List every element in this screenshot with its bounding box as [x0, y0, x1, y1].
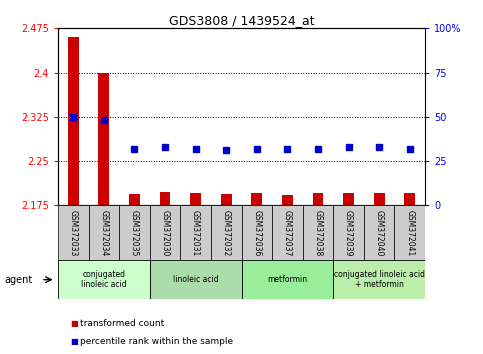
Bar [313, 193, 323, 205]
Text: linoleic acid: linoleic acid [173, 275, 218, 284]
Bar [211, 205, 242, 260]
Text: GSM372041: GSM372041 [405, 210, 414, 256]
Bar [119, 205, 150, 260]
Bar [404, 193, 415, 205]
Text: GSM372035: GSM372035 [130, 210, 139, 256]
Bar [99, 73, 109, 205]
Title: GDS3808 / 1439524_at: GDS3808 / 1439524_at [169, 14, 314, 27]
Bar [242, 260, 333, 299]
Bar [68, 37, 79, 205]
Text: metformin: metformin [267, 275, 308, 284]
Text: GSM372034: GSM372034 [99, 210, 108, 256]
Text: GSM372030: GSM372030 [160, 210, 170, 256]
Bar [395, 205, 425, 260]
Bar [180, 205, 211, 260]
Bar [343, 193, 354, 205]
Bar [303, 205, 333, 260]
Text: GSM372038: GSM372038 [313, 210, 323, 256]
Text: GSM372031: GSM372031 [191, 210, 200, 256]
Bar [150, 260, 242, 299]
Bar [88, 205, 119, 260]
Text: GSM372037: GSM372037 [283, 210, 292, 256]
Text: GSM372039: GSM372039 [344, 210, 353, 256]
Bar [58, 205, 88, 260]
Text: agent: agent [5, 275, 33, 285]
Bar [272, 205, 303, 260]
Bar [252, 193, 262, 205]
Text: GSM372040: GSM372040 [375, 210, 384, 256]
Text: transformed count: transformed count [80, 319, 164, 329]
Text: GSM372033: GSM372033 [69, 210, 78, 256]
Bar [333, 205, 364, 260]
Bar [374, 193, 384, 205]
Bar [242, 205, 272, 260]
Bar [364, 205, 395, 260]
Text: ■: ■ [70, 337, 78, 346]
Bar [282, 195, 293, 205]
Bar [190, 193, 201, 205]
Bar [129, 194, 140, 205]
Bar [150, 205, 180, 260]
Text: conjugated
linoleic acid: conjugated linoleic acid [81, 270, 127, 289]
Bar [58, 260, 150, 299]
Text: percentile rank within the sample: percentile rank within the sample [80, 337, 233, 346]
Bar [333, 260, 425, 299]
Text: GSM372036: GSM372036 [252, 210, 261, 256]
Text: ■: ■ [70, 319, 78, 329]
Text: GSM372032: GSM372032 [222, 210, 231, 256]
Bar [221, 194, 231, 205]
Text: conjugated linoleic acid
+ metformin: conjugated linoleic acid + metformin [334, 270, 425, 289]
Bar [160, 192, 170, 205]
